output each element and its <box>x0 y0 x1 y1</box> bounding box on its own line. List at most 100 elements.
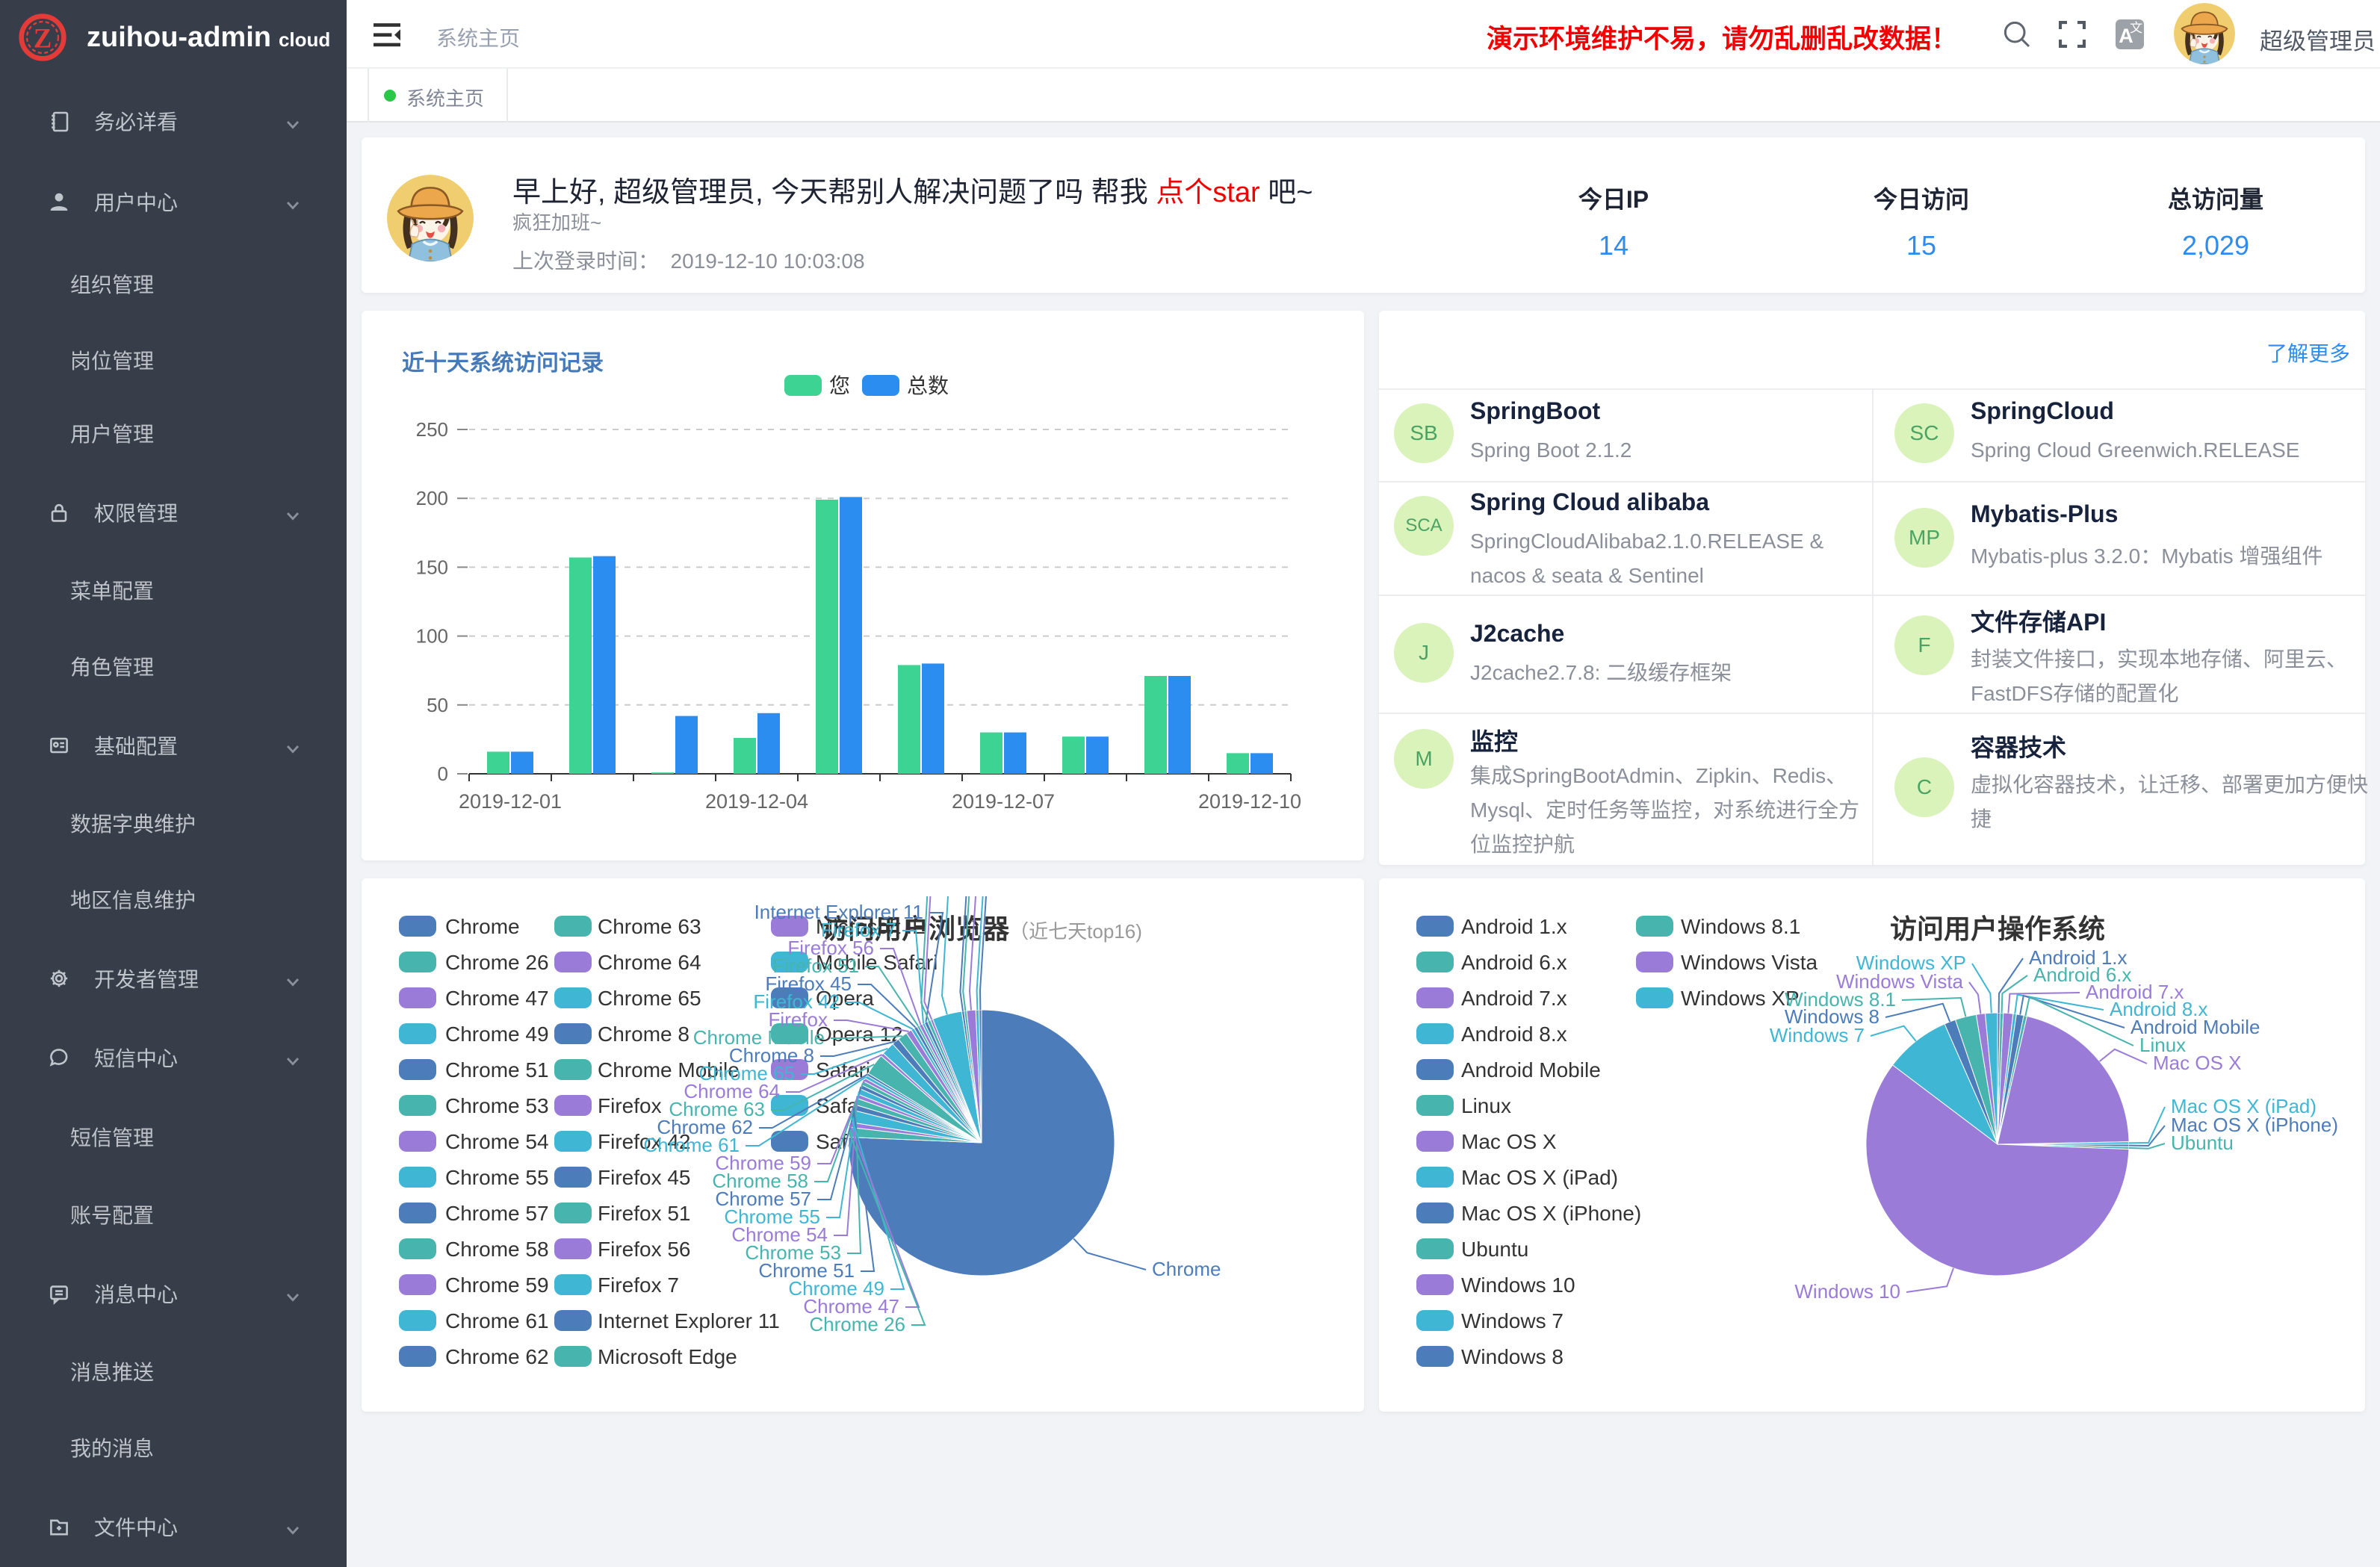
svg-text:Firefox 7: Firefox 7 <box>598 1273 679 1297</box>
svg-text:100: 100 <box>416 625 448 648</box>
svg-text:您: 您 <box>829 374 850 397</box>
svg-text:Chrome 54: Chrome 54 <box>445 1130 549 1153</box>
svg-text:Chrome 47: Chrome 47 <box>803 1295 899 1318</box>
svg-text:Chrome 53: Chrome 53 <box>445 1094 549 1117</box>
svg-text:Chrome 63: Chrome 63 <box>669 1098 765 1120</box>
svg-text:Chrome 8: Chrome 8 <box>729 1044 814 1067</box>
svg-text:2019-12-07: 2019-12-07 <box>952 790 1055 813</box>
svg-text:Windows XP: Windows XP <box>1856 952 1966 974</box>
svg-text:Firefox 56: Firefox 56 <box>787 937 874 959</box>
svg-text:2019-12-10: 2019-12-10 <box>1198 790 1301 813</box>
svg-text:Android 8.x: Android 8.x <box>1461 1023 1567 1046</box>
svg-text:Opera: Opera <box>816 987 874 1010</box>
svg-text:Chrome 64: Chrome 64 <box>598 951 701 974</box>
svg-text:Chrome 58: Chrome 58 <box>445 1238 549 1261</box>
svg-text:Windows 10: Windows 10 <box>1794 1280 1900 1303</box>
svg-text:Chrome 54: Chrome 54 <box>731 1223 828 1246</box>
svg-text:50: 50 <box>427 694 448 716</box>
svg-text:Firefox 45: Firefox 45 <box>765 972 852 995</box>
svg-text:Firefox 45: Firefox 45 <box>598 1166 691 1189</box>
svg-text:Chrome 65: Chrome 65 <box>698 1062 795 1085</box>
svg-text:Chrome 65: Chrome 65 <box>598 987 701 1010</box>
svg-text:Android Mobile: Android Mobile <box>1461 1058 1601 1082</box>
svg-text:2019-12-01: 2019-12-01 <box>459 790 562 813</box>
svg-text:Windows XP: Windows XP <box>1681 987 1800 1010</box>
svg-text:文: 文 <box>2130 21 2142 35</box>
svg-text:150: 150 <box>416 556 448 578</box>
svg-text:Chrome: Chrome <box>445 915 520 938</box>
svg-text:Chrome Mobile: Chrome Mobile <box>693 1026 825 1049</box>
svg-text:Chrome 61: Chrome 61 <box>643 1134 740 1156</box>
svg-text:Microsoft IE: Microsoft IE <box>816 915 926 938</box>
svg-text:近十天系统访问记录: 近十天系统访问记录 <box>402 350 604 376</box>
svg-text:Chrome 8: Chrome 8 <box>598 1023 689 1046</box>
svg-text:Firefox 7: Firefox 7 <box>821 919 896 941</box>
svg-text:Chrome 64: Chrome 64 <box>684 1080 780 1102</box>
svg-text:Chrome 26: Chrome 26 <box>809 1313 905 1335</box>
svg-text:Chrome 57: Chrome 57 <box>715 1188 811 1210</box>
svg-text:Android 6.x: Android 6.x <box>2033 964 2132 986</box>
svg-text:Windows Vista: Windows Vista <box>1836 970 1964 993</box>
svg-text:Android 7.x: Android 7.x <box>2086 981 2184 1003</box>
svg-text:Chrome 49: Chrome 49 <box>788 1277 884 1300</box>
svg-text:Android 1.x: Android 1.x <box>2029 946 2128 969</box>
svg-text:Ubuntu: Ubuntu <box>2171 1132 2234 1154</box>
svg-text:Chrome 51: Chrome 51 <box>758 1259 855 1282</box>
svg-text:Chrome 55: Chrome 55 <box>724 1205 820 1228</box>
svg-text:Chrome 58: Chrome 58 <box>712 1170 808 1192</box>
svg-text:Z: Z <box>34 23 52 54</box>
svg-text:2019-12-04: 2019-12-04 <box>705 790 808 813</box>
svg-text:Chrome 63: Chrome 63 <box>598 915 701 938</box>
svg-text:Chrome Mobile: Chrome Mobile <box>598 1058 740 1082</box>
svg-text:Android 6.x: Android 6.x <box>1461 951 1567 974</box>
svg-text:Mac OS X (iPhone): Mac OS X (iPhone) <box>1461 1202 1641 1225</box>
svg-text:Firefox 51: Firefox 51 <box>772 955 859 977</box>
svg-text:Mac OS X (iPad): Mac OS X (iPad) <box>1461 1166 1618 1189</box>
svg-text:Firefox 42: Firefox 42 <box>598 1130 691 1153</box>
svg-text:Firefox: Firefox <box>598 1094 662 1117</box>
svg-text:Windows 8.1: Windows 8.1 <box>1681 915 1800 938</box>
svg-text:Linux: Linux <box>1461 1094 1511 1117</box>
svg-text:Opera 12: Opera 12 <box>816 1023 903 1046</box>
svg-text:Chrome 57: Chrome 57 <box>445 1202 549 1225</box>
svg-text:Chrome 61: Chrome 61 <box>445 1309 549 1332</box>
svg-text:Android 8.x: Android 8.x <box>2110 998 2208 1020</box>
svg-text:Android Mobile: Android Mobile <box>2130 1016 2260 1038</box>
svg-text:Microsoft Edge: Microsoft Edge <box>598 1345 737 1368</box>
svg-text:250: 250 <box>416 418 448 441</box>
svg-text:Windows 8: Windows 8 <box>1461 1345 1564 1368</box>
svg-text:0: 0 <box>438 763 448 785</box>
svg-text:Mac OS X: Mac OS X <box>2153 1052 2241 1074</box>
svg-text:Chrome 49: Chrome 49 <box>445 1023 549 1046</box>
svg-text:Firefox 42: Firefox 42 <box>753 990 840 1013</box>
svg-text:Mac OS X (iPad): Mac OS X (iPad) <box>2171 1095 2317 1117</box>
svg-text:Chrome 47: Chrome 47 <box>445 987 549 1010</box>
svg-text:Chrome 26: Chrome 26 <box>445 951 549 974</box>
svg-text:Chrome 53: Chrome 53 <box>745 1241 841 1264</box>
svg-text:Firefox: Firefox <box>769 1008 828 1031</box>
svg-text:Ubuntu: Ubuntu <box>1461 1238 1528 1261</box>
svg-text:Android 1.x: Android 1.x <box>1461 915 1567 938</box>
svg-text:Chrome: Chrome <box>1152 1258 1221 1280</box>
svg-text:Chrome 62: Chrome 62 <box>445 1345 549 1368</box>
svg-text:Chrome 59: Chrome 59 <box>445 1273 549 1297</box>
svg-text:Android 7.x: Android 7.x <box>1461 987 1567 1010</box>
svg-text:Internet Explorer 11: Internet Explorer 11 <box>598 1309 780 1332</box>
svg-text:Mac OS X (iPhone): Mac OS X (iPhone) <box>2171 1114 2338 1136</box>
svg-text:Windows 8: Windows 8 <box>1785 1005 1879 1028</box>
svg-text:Windows 7: Windows 7 <box>1770 1024 1865 1046</box>
svg-text:Windows 7: Windows 7 <box>1461 1309 1564 1332</box>
svg-text:Internet Explorer 11: Internet Explorer 11 <box>754 901 923 923</box>
svg-text:Chrome 51: Chrome 51 <box>445 1058 549 1082</box>
svg-text:Firefox 51: Firefox 51 <box>598 1202 691 1225</box>
svg-text:A: A <box>2119 25 2133 47</box>
svg-text:Windows Vista: Windows Vista <box>1681 951 1818 974</box>
svg-text:访问用户操作系统: 访问用户操作系统 <box>1890 913 2105 944</box>
svg-text:Windows 10: Windows 10 <box>1461 1273 1575 1297</box>
svg-text:Mac OS X: Mac OS X <box>1461 1130 1557 1153</box>
svg-text:200: 200 <box>416 487 448 509</box>
svg-text:Windows 8.1: Windows 8.1 <box>1785 988 1896 1011</box>
svg-text:总数: 总数 <box>907 374 949 397</box>
svg-text:Linux: Linux <box>2139 1034 2186 1056</box>
svg-text:Chrome 59: Chrome 59 <box>715 1152 811 1174</box>
